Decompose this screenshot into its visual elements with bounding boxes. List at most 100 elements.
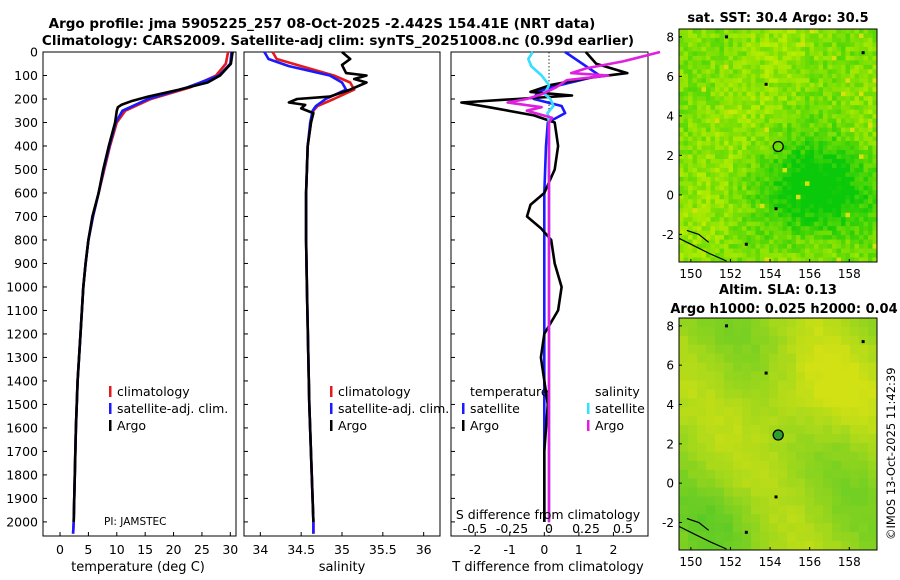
series-line-argo — [72, 51, 234, 522]
heatmap-cell — [796, 248, 801, 254]
heatmap-cell — [764, 114, 770, 120]
heatmap-cell — [800, 114, 806, 120]
heatmap-cell — [859, 46, 864, 52]
heatmap-cell — [814, 221, 819, 227]
heatmap-cell — [742, 496, 752, 506]
heatmap-cell — [701, 230, 707, 236]
heatmap-cell — [827, 91, 833, 97]
heatmap-cell — [692, 55, 698, 61]
heatmap-cell — [791, 163, 797, 169]
heatmap-cell — [814, 523, 824, 533]
heatmap-cell — [751, 335, 761, 346]
heatmap-cell — [778, 208, 783, 214]
heatmap-cell — [868, 244, 873, 249]
heatmap-cell — [791, 221, 797, 227]
heatmap-cell — [701, 163, 707, 169]
heatmap-cell — [872, 194, 878, 200]
heatmap-cell — [706, 33, 711, 39]
heatmap-cell — [760, 172, 765, 178]
heatmap-cell — [742, 371, 752, 381]
heatmap-cell — [809, 149, 815, 155]
heatmap-cell — [733, 257, 738, 263]
sst-heatmap-cells — [679, 29, 878, 263]
heatmap-cell — [760, 239, 765, 245]
heatmap-cell — [778, 244, 783, 249]
heatmap-cell — [773, 82, 779, 88]
heatmap-cell — [697, 78, 702, 84]
legend-marker-temp-argo — [462, 420, 465, 431]
heatmap-cell — [751, 248, 756, 254]
heatmap-cell — [769, 371, 779, 381]
heatmap-cell — [805, 532, 815, 542]
heatmap-cell — [832, 64, 837, 70]
heatmap-cell — [697, 478, 707, 488]
heatmap-cell — [683, 73, 689, 79]
heatmap-cell — [683, 181, 689, 187]
heatmap-cell — [841, 514, 851, 524]
heatmap-cell — [859, 154, 864, 160]
heatmap-cell — [854, 123, 860, 128]
heatmap-cell — [854, 172, 860, 178]
map-x-tick-label: 154 — [759, 555, 782, 569]
heatmap-cell — [769, 190, 774, 196]
depth-tick-label: 800 — [14, 232, 38, 247]
heatmap-cell — [760, 109, 765, 115]
heatmap-cell — [760, 55, 765, 61]
heatmap-cell — [706, 235, 711, 240]
heatmap-cell — [832, 114, 837, 120]
heatmap-cell — [827, 244, 833, 249]
heatmap-cell — [841, 78, 846, 84]
heatmap-cell — [800, 230, 806, 236]
heatmap-cell — [719, 230, 725, 236]
heatmap-cell — [706, 176, 711, 182]
heatmap-cell — [805, 226, 810, 232]
heatmap-cell — [814, 33, 819, 39]
heatmap-cell — [724, 451, 734, 462]
heatmap-cell — [715, 469, 725, 480]
heatmap-cell — [679, 82, 684, 88]
heatmap-cell — [683, 176, 689, 182]
heatmap-cell — [778, 221, 783, 227]
heatmap-cell — [832, 353, 842, 364]
heatmap-cell — [715, 208, 720, 214]
heatmap-cell — [872, 91, 878, 97]
heatmap-cell — [751, 190, 756, 196]
heatmap-cell — [841, 132, 846, 137]
heatmap-cell — [751, 416, 761, 426]
heatmap-cell — [742, 141, 747, 146]
heatmap-cell — [706, 442, 716, 453]
island — [774, 207, 778, 211]
heatmap-cell — [733, 398, 743, 408]
heatmap-cell — [836, 149, 842, 155]
heatmap-cell — [760, 100, 765, 106]
heatmap-cell — [868, 109, 873, 115]
heatmap-cell — [800, 257, 806, 263]
heatmap-cell — [791, 78, 797, 84]
heatmap-cell — [715, 353, 725, 364]
heatmap-cell — [742, 60, 747, 66]
heatmap-cell — [692, 87, 698, 93]
heatmap-cell — [796, 109, 801, 115]
heatmap-cell — [760, 158, 765, 164]
heatmap-cell — [742, 127, 747, 133]
heatmap-cell — [737, 149, 743, 155]
heatmap-cell — [688, 69, 693, 75]
heatmap-cell — [872, 87, 878, 93]
heatmap-cell — [823, 371, 833, 381]
heatmap-cell — [850, 208, 855, 214]
heatmap-cell — [688, 362, 698, 372]
heatmap-cell — [854, 29, 860, 34]
heatmap-cell — [737, 51, 743, 57]
heatmap-cell — [683, 37, 689, 43]
heatmap-cell — [715, 239, 720, 245]
heatmap-cell — [706, 123, 711, 128]
heatmap-cell — [679, 230, 684, 236]
heatmap-cell — [742, 398, 752, 408]
heatmap-cell — [782, 91, 788, 97]
heatmap-cell — [791, 96, 797, 102]
heatmap-cell — [827, 217, 833, 223]
salinity-plot-frame — [243, 51, 441, 537]
heatmap-cell — [692, 203, 698, 209]
heatmap-cell — [679, 118, 684, 124]
heatmap-cell — [728, 114, 734, 120]
